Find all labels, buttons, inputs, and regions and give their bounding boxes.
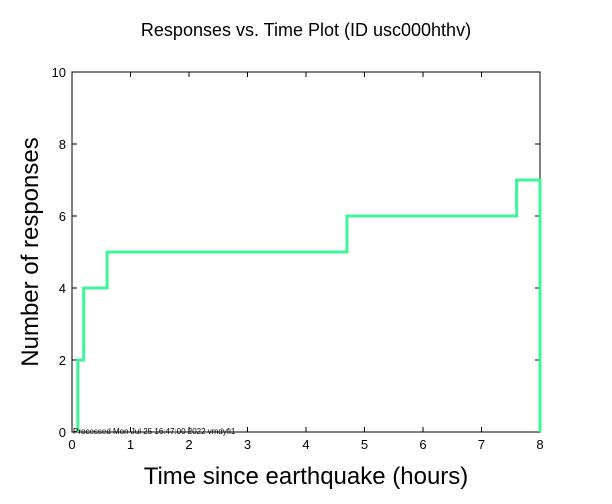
y-tick-label: 4 xyxy=(59,281,66,296)
y-tick-label: 2 xyxy=(59,353,66,368)
x-tick-label: 1 xyxy=(127,437,134,452)
y-tick-label: 6 xyxy=(59,209,66,224)
x-axis-label: Time since earthquake (hours) xyxy=(144,463,469,490)
x-tick-label: 4 xyxy=(302,437,309,452)
response-series-line xyxy=(76,178,542,432)
x-tick-label: 5 xyxy=(361,437,368,452)
processed-footnote: Processed Mon Jul 25 16:47:00 2022 vmdyf… xyxy=(73,427,236,436)
x-axis: 0 1 2 3 4 5 6 7 8 xyxy=(68,72,544,452)
y-axis-label: Number of responses xyxy=(17,137,44,366)
chart-title: Responses vs. Time Plot (ID usc000hthv) xyxy=(141,20,471,40)
y-tick-label: 10 xyxy=(52,65,66,80)
x-tick-label: 2 xyxy=(185,437,192,452)
y-tick-label: 0 xyxy=(59,425,66,440)
x-tick-label: 7 xyxy=(478,437,485,452)
x-tick-label: 3 xyxy=(244,437,251,452)
x-tick-label: 0 xyxy=(68,437,75,452)
y-tick-label: 8 xyxy=(59,137,66,152)
x-tick-label: 8 xyxy=(536,437,543,452)
x-tick-label: 6 xyxy=(419,437,426,452)
